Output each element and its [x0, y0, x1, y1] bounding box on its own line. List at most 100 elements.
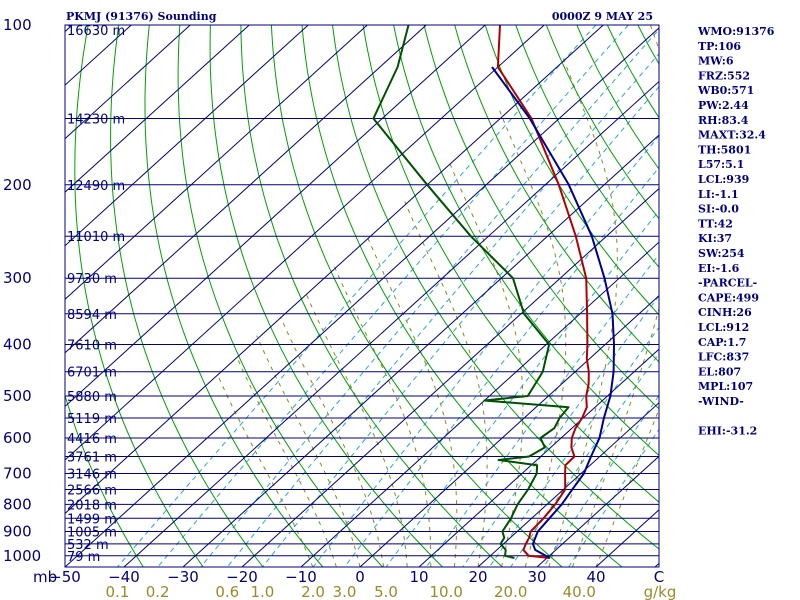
mixing-ratio-line [200, 28, 659, 567]
index-entry: TT:42 [698, 217, 733, 230]
isotherm-line [65, 25, 250, 193]
pressure-tick-label: 600 [3, 429, 32, 447]
mixing-ratio-line [262, 85, 659, 567]
dry-adiabat [144, 25, 324, 567]
dry-adiabat [393, 25, 659, 457]
isotherm-line [182, 134, 659, 567]
height-label: 9730 m [67, 272, 117, 287]
index-entry: CAP:1.7 [698, 336, 746, 349]
dry-adiabat [545, 25, 659, 220]
index-entry: CINH:26 [698, 306, 752, 319]
isotherm-line [65, 27, 659, 567]
plot-frame [64, 24, 660, 568]
dry-adiabat [606, 25, 659, 119]
height-label: 6701 m [67, 366, 117, 381]
dry-adiabat [74, 25, 204, 567]
pressure-tick-label: 200 [3, 176, 32, 194]
mixing-ratio-tick-label: 1.0 [250, 583, 274, 600]
isotherm-line [418, 348, 659, 567]
index-entry: -PARCEL- [698, 277, 757, 290]
mixing-ratio-unit-label: g/kg [644, 583, 677, 600]
isotherm-line [65, 25, 545, 461]
dry-adiabat [301, 25, 623, 567]
dry-adiabat [110, 25, 264, 567]
isotherm-line [65, 25, 486, 408]
height-label: 11010 m [67, 230, 125, 245]
index-entry: TP:106 [698, 40, 741, 53]
moist-adiabat [256, 335, 361, 567]
dry-adiabat [65, 393, 144, 567]
mixing-ratio-tick-label: 0.1 [106, 583, 130, 600]
index-entry: WB0:571 [697, 84, 754, 97]
mixing-ratio-line [344, 166, 659, 567]
moist-adiabat [305, 292, 408, 567]
index-entry: CAPE:499 [698, 291, 759, 304]
moist-adiabat [216, 374, 314, 567]
temperature-trace [496, 25, 590, 559]
pressure-tick-label: 500 [3, 387, 32, 405]
index-entry: EHI:-31.2 [698, 425, 757, 438]
height-label: 8594 m [67, 308, 117, 323]
temperature-tick-label: 40 [586, 568, 605, 586]
height-label: 2566 m [67, 483, 117, 498]
temperature-unit-label: C [654, 568, 664, 586]
isotherm-line [65, 25, 309, 247]
pressure-tick-label: 1000 [3, 547, 41, 565]
x-unit-label: mb [33, 568, 57, 586]
dry-adiabat [362, 25, 659, 503]
height-label: 7610 m [67, 339, 117, 354]
dry-adiabat [332, 25, 659, 550]
index-entry: RH:83.4 [698, 114, 749, 127]
height-label: 4416 m [67, 432, 117, 447]
isotherm-line [65, 25, 191, 140]
isotherm-line [477, 402, 659, 567]
pressure-tick-label: 400 [3, 336, 32, 354]
dry-adiabat [177, 25, 383, 567]
pressure-tick-label: 900 [3, 522, 32, 540]
height-label: 16630 m [67, 24, 125, 39]
index-entry: TH:5801 [698, 143, 751, 156]
index-entry: WMO:91376 [697, 25, 775, 38]
isotherm-line [65, 25, 604, 515]
mixing-ratio-tick-label: 0.6 [215, 583, 239, 600]
mixing-ratio-tick-label: 2.0 [301, 583, 325, 600]
index-entry: LFC:837 [698, 351, 749, 364]
mixing-ratio-line [425, 253, 659, 567]
mixing-ratio-tick-label: 10.0 [429, 583, 462, 600]
index-entry: MW:6 [698, 55, 734, 68]
temperature-tick-label: 30 [527, 568, 546, 586]
dry-adiabat [576, 25, 659, 170]
moist-adiabat [404, 201, 488, 567]
height-label: 532 m [67, 538, 109, 553]
dry-adiabat [515, 25, 659, 268]
index-entry: MAXT:32.4 [698, 129, 766, 142]
height-label: 2018 m [67, 498, 117, 513]
dry-adiabat [484, 25, 659, 316]
parcel-trace [491, 66, 615, 559]
dry-adiabat [209, 25, 443, 567]
mixing-ratio-line [117, 25, 597, 567]
index-entry: EL:807 [698, 365, 741, 378]
temperature-tick-label: −50 [49, 568, 81, 586]
index-entry: SW:254 [698, 247, 745, 260]
isotherm-line [536, 455, 659, 567]
index-entry: KI:37 [698, 232, 732, 245]
isotherm-line [65, 25, 368, 300]
index-entry: SI:-0.0 [698, 203, 739, 216]
index-entry: EI:-1.6 [698, 262, 740, 275]
pressure-tick-label: 300 [3, 269, 32, 287]
index-entry: FRZ:552 [698, 69, 750, 82]
temperature-tick-label: −10 [285, 568, 317, 586]
isotherm-line [300, 241, 659, 567]
mixing-ratio-tick-label: 3.0 [333, 583, 357, 600]
isotherm-line [123, 80, 659, 567]
chart-title-right: 0000Z 9 MAY 25 [552, 10, 653, 23]
height-label: 3761 m [67, 450, 117, 465]
temperature-tick-label: −30 [167, 568, 199, 586]
height-label: 1499 m [67, 512, 117, 527]
mixing-ratio-tick-label: 5.0 [374, 583, 398, 600]
index-entry: LCL:939 [698, 173, 749, 186]
